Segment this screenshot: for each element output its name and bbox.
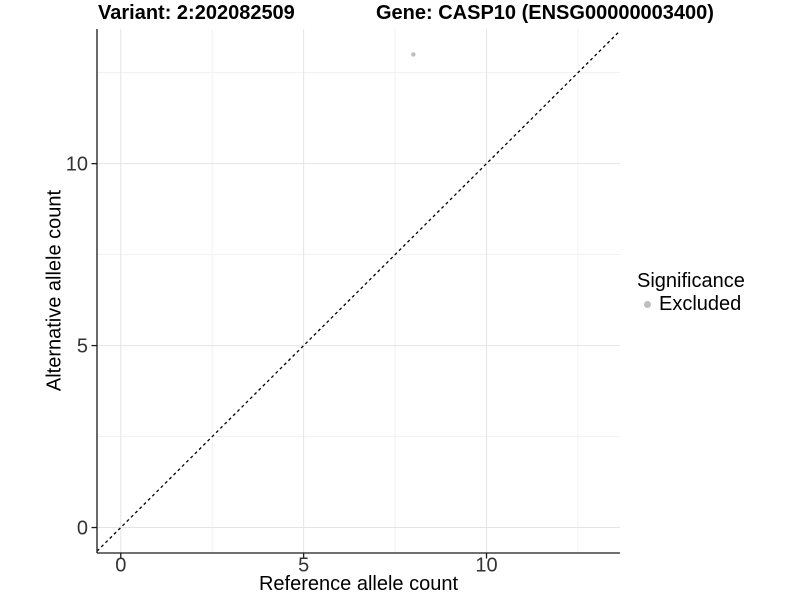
identity-line — [96, 30, 621, 552]
legend-point-icon — [644, 301, 651, 308]
legend-entry-label: Excluded — [659, 293, 742, 315]
legend-entry-excluded: Excluded — [644, 294, 745, 315]
y-axis-title: Alternative allele count — [43, 189, 66, 392]
y-tick-label: 10 — [66, 154, 88, 176]
legend-title: Significance — [637, 270, 745, 292]
x-tick-label: 5 — [298, 555, 309, 577]
data-point — [411, 52, 416, 57]
legend: Significance Excluded — [637, 271, 745, 315]
plot-title-gene: Gene: CASP10 (ENSG00000003400) — [376, 2, 714, 24]
y-tick-label: 5 — [77, 336, 88, 358]
y-tick-label: 0 — [77, 518, 88, 540]
x-axis-title: Reference allele count — [258, 573, 458, 595]
x-tick-label: 0 — [115, 555, 126, 577]
plot-title-variant: Variant: 2:202082509 — [98, 2, 295, 24]
x-tick-label: 10 — [475, 555, 497, 577]
